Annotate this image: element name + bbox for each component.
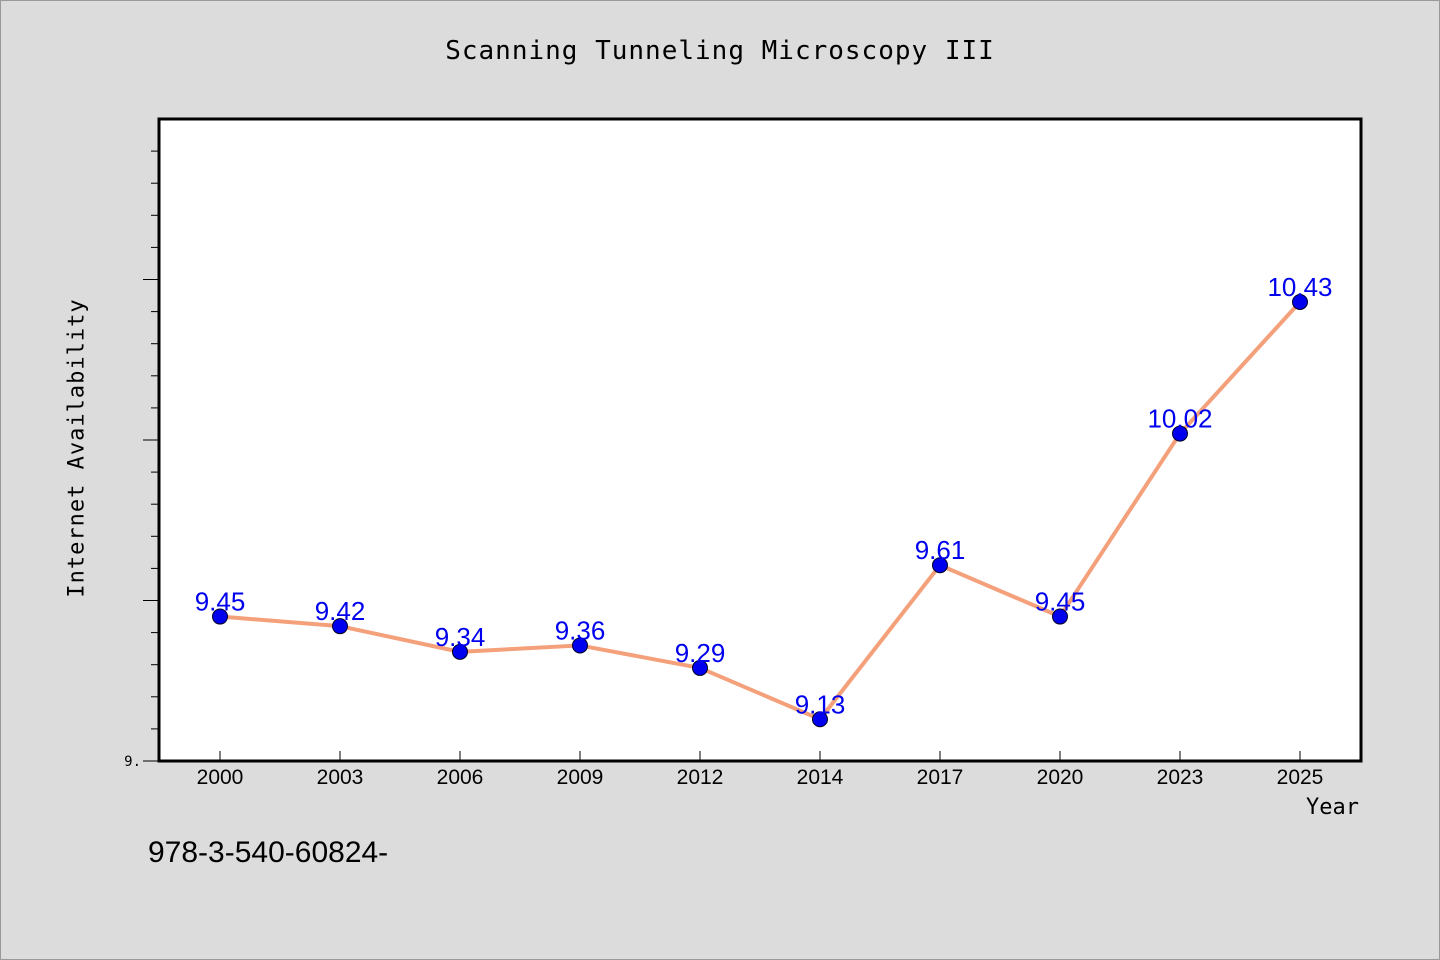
x-tick-label: 2000 [197, 766, 244, 789]
data-label: 9.29 [675, 638, 726, 668]
x-tick-label: 2009 [557, 766, 604, 789]
data-label: 9.61 [915, 535, 966, 565]
x-tick-label: 2017 [917, 766, 964, 789]
data-label: 10.43 [1267, 272, 1332, 302]
x-tick-label: 2025 [1277, 766, 1324, 789]
x-axis-label: Year [1306, 795, 1359, 820]
data-label: 9.45 [195, 587, 246, 617]
x-tick-label: 2003 [317, 766, 364, 789]
x-tick-label: 2023 [1157, 766, 1204, 789]
data-label: 9.36 [555, 615, 606, 645]
data-point [572, 637, 588, 654]
data-point [812, 711, 828, 728]
x-tick-label: 2006 [437, 766, 484, 789]
y-tick-label: 9. [124, 754, 141, 770]
data-label: 10.02 [1147, 404, 1212, 434]
series-line [219, 300, 1302, 722]
data-point [1052, 608, 1068, 625]
data-point [452, 643, 468, 660]
x-tick-label: 2020 [1037, 766, 1084, 789]
footer-isbn-text: 978-3-540-60824- [148, 836, 389, 869]
plot-border [157, 117, 1363, 763]
data-point [932, 557, 948, 574]
data-label: 9.34 [435, 622, 486, 652]
plot-background [159, 119, 1361, 761]
data-point [1292, 293, 1308, 310]
data-point [692, 659, 708, 676]
data-point [212, 608, 228, 625]
chart-title: Scanning Tunneling Microscopy III [445, 36, 995, 66]
x-tick-label: 2014 [797, 766, 844, 789]
data-point [1172, 425, 1188, 442]
data-label: 9.42 [315, 596, 366, 626]
data-label: 9.13 [795, 689, 846, 719]
data-label: 9.45 [1035, 587, 1086, 617]
data-point [332, 618, 348, 635]
x-tick-label: 2012 [677, 766, 724, 789]
